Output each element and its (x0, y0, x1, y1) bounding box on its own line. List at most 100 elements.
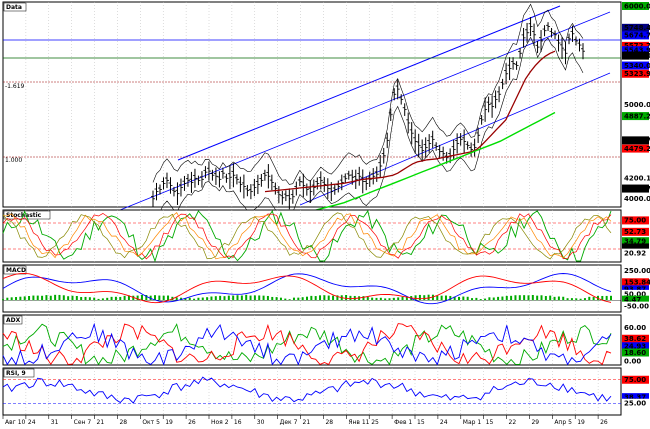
right-label: 75.00 (624, 376, 646, 384)
x-tick-label: 29 (531, 419, 539, 426)
x-tick-label: 15 (486, 419, 494, 426)
x-tick-label: 28 (325, 419, 333, 426)
x-tick-label: 15 (417, 419, 425, 426)
x-tick-label: 30 (257, 419, 265, 426)
adx-line-1 (2, 323, 612, 366)
panel-grid (25, 2, 599, 207)
panel-frame (2, 209, 622, 263)
x-tick-label: 26 (600, 419, 608, 426)
x-tick-label: Сен 7 (74, 419, 92, 426)
panel-frame (2, 1, 622, 208)
panel-title-box (3, 315, 23, 325)
right-label: 4071.74 (624, 185, 650, 193)
right-label-box (622, 112, 649, 121)
adx-line-0 (2, 323, 612, 366)
right-label-box (622, 23, 649, 32)
right-label-box (622, 216, 649, 225)
right-label-box (622, 237, 649, 246)
right-label-box (622, 41, 649, 50)
right-label-box (621, 356, 650, 366)
macd-line-0 (2, 273, 612, 305)
right-label-box (622, 285, 649, 294)
panel-title-box (3, 2, 27, 12)
panel-grid (25, 265, 599, 312)
x-axis: Авг 10 24 31 Сен 7 21 28 Окт 5 19 26 Ноя 2 16 30 Дек… (2, 415, 608, 426)
fib-label: 1.000 (5, 157, 22, 164)
x-tick-label: 26 (188, 419, 196, 426)
right-label: 5748.46 (624, 24, 650, 32)
ma-long-line (304, 111, 556, 214)
x-tick-label: 24 (440, 419, 448, 426)
right-label-box (622, 51, 649, 60)
chart-panels: Data -1.619 1.000 6000.00 5748.465674.75 5572… (2, 1, 650, 416)
right-label: 5572.77 (624, 42, 650, 50)
right-axis: 6000.00 5748.465674.75 5572.775543.905477.… (621, 2, 650, 204)
macd-line-1 (2, 272, 612, 304)
right-label: 4479.29 (624, 145, 650, 153)
right-label-box (622, 342, 649, 351)
x-tick-label: 25 (371, 419, 379, 426)
right-label-box (621, 194, 650, 204)
right-label: 250.00 (624, 267, 650, 275)
x-tick-label: 16 (234, 419, 242, 426)
right-label: 34.79 (624, 238, 646, 246)
x-tick-label: 22 (509, 419, 517, 426)
right-label-box (622, 227, 649, 236)
right-label: 38.37 (624, 393, 646, 401)
panel-frame (2, 367, 622, 416)
x-tick-label: Мар 1 (463, 419, 482, 426)
right-label-box (622, 31, 649, 40)
right-label: 5477.00 (624, 52, 650, 60)
band-lower (152, 36, 584, 222)
panel-title: Stochastic (6, 212, 42, 219)
right-label-box (621, 266, 650, 276)
right-label: 60.00 (624, 324, 646, 332)
fib-label: -1.619 (5, 83, 25, 90)
right-label: 24.93 (624, 343, 646, 351)
x-tick-label: Ноя 2 (211, 419, 229, 426)
adx-line-2 (2, 322, 612, 366)
right-label-box (621, 173, 650, 183)
right-label-box (621, 398, 650, 408)
right-label-box (622, 144, 649, 153)
x-tick-label: 24 (28, 419, 36, 426)
channel-line (299, 72, 611, 206)
right-label: 75.00 (624, 217, 646, 225)
stoch-line-0 (2, 209, 612, 263)
x-tick-label: 21 (97, 419, 105, 426)
panel-title-box (3, 265, 27, 275)
right-label-box (621, 248, 650, 258)
right-label: 4887.22 (624, 112, 650, 120)
right-label-box (621, 323, 650, 332)
right-label-box (622, 69, 649, 78)
channel-line (177, 5, 561, 161)
x-tick-label: Авг 10 (5, 419, 26, 426)
panel-frame (2, 264, 622, 313)
right-label: 4200.16 (624, 175, 650, 183)
x-tick-label: Окт 5 (142, 419, 160, 426)
right-label: 25.00 (624, 244, 646, 252)
right-label: 50.00 (624, 291, 646, 299)
x-tick-label: Фев 1 (394, 419, 412, 426)
rsi-line (2, 376, 612, 404)
panel-title-box (3, 210, 51, 220)
panel-grid (25, 368, 599, 415)
right-label: 4533.73 (624, 137, 650, 145)
right-label: 5323.95 (624, 70, 650, 78)
x-tick-label: Янв 11 (348, 419, 369, 426)
right-label-box (622, 184, 649, 193)
panel-title-box (3, 368, 35, 378)
x-tick-label: 31 (51, 419, 59, 426)
right-label-box (622, 348, 649, 357)
right-label: 38.62 (624, 335, 646, 343)
right-label: 52.73 (624, 228, 646, 236)
right-label-box (622, 334, 649, 343)
x-tick-label: 28 (119, 419, 127, 426)
